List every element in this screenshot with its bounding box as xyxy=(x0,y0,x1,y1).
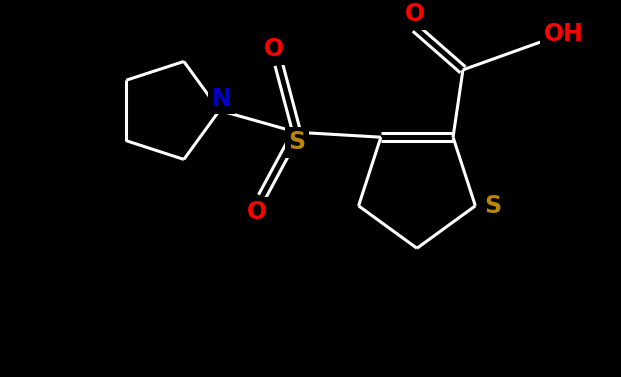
Text: S: S xyxy=(288,130,306,154)
Text: O: O xyxy=(247,201,267,224)
Text: O: O xyxy=(406,2,425,26)
Text: N: N xyxy=(212,87,231,110)
Text: O: O xyxy=(264,37,284,61)
Text: S: S xyxy=(484,194,502,218)
Text: OH: OH xyxy=(544,22,584,46)
